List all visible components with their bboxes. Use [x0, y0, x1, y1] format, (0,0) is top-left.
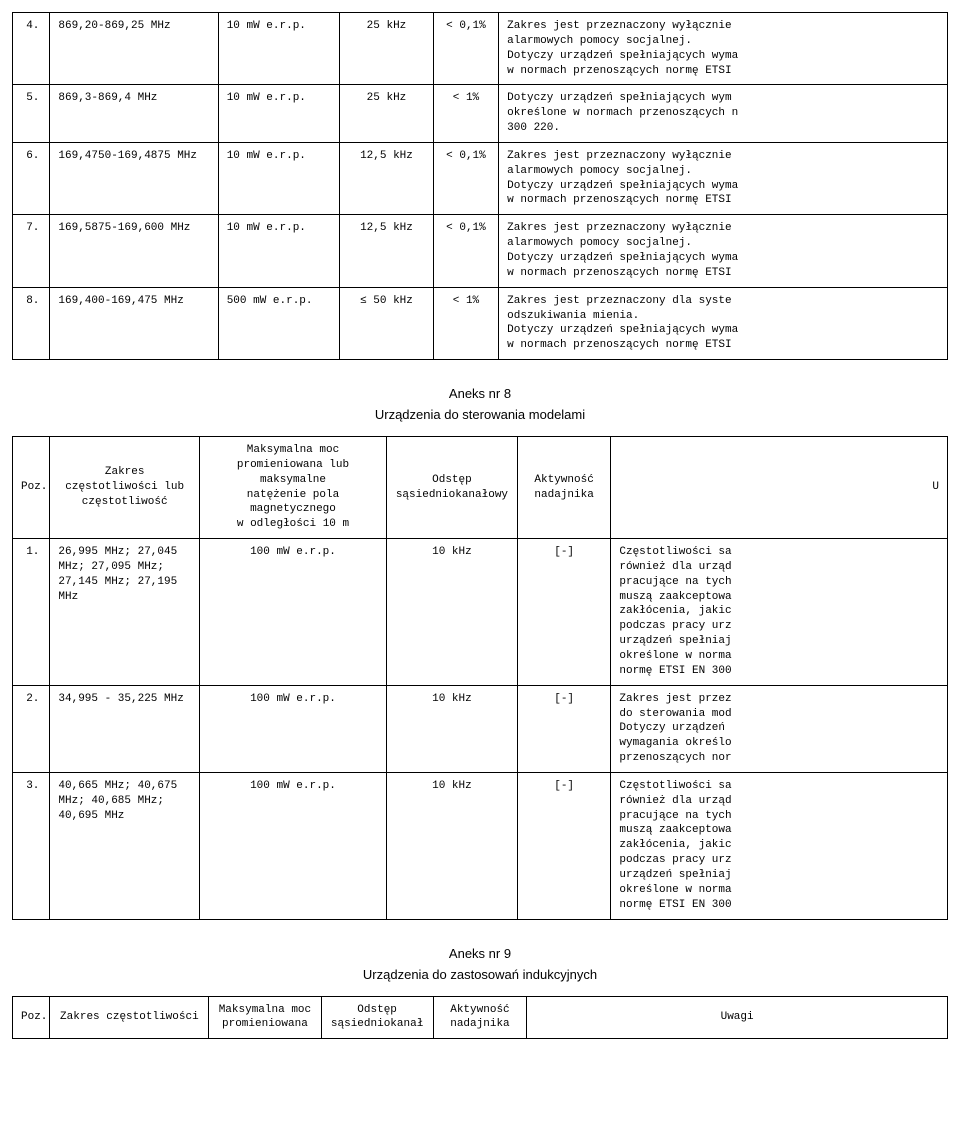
- cell: 100 mW e.r.p.: [199, 685, 386, 772]
- table-row: 2.34,995 - 35,225 MHz100 mW e.r.p.10 kHz…: [13, 685, 948, 772]
- cell: [-]: [517, 685, 611, 772]
- cell: 3.: [13, 772, 50, 919]
- cell: 2.: [13, 685, 50, 772]
- hdr-freq: Zakresczęstotliwości lubczęstotliwość: [50, 437, 200, 539]
- cell: 10 kHz: [386, 539, 517, 686]
- cell: Zakres jest przeznaczony wyłączniealarmo…: [499, 13, 948, 85]
- cell: 10 kHz: [386, 685, 517, 772]
- table-row: 7.169,5875-169,600 MHz10 mW e.r.p.12,5 k…: [13, 215, 948, 287]
- cell: 10 mW e.r.p.: [218, 85, 340, 143]
- cell: 1.: [13, 539, 50, 686]
- cell: 25 kHz: [340, 13, 434, 85]
- hdr-freq: Zakres częstotliwości: [50, 996, 209, 1039]
- hdr-poz: Poz.: [13, 996, 50, 1039]
- cell: < 0,1%: [433, 215, 498, 287]
- cell: [-]: [517, 539, 611, 686]
- cell: 8.: [13, 287, 50, 359]
- cell: Częstotliwości sarównież dla urządpracuj…: [611, 539, 948, 686]
- hdr-note: Uwagi: [527, 996, 948, 1039]
- hdr-pwr: Maksymalna mocpromieniowana: [209, 996, 321, 1039]
- cell: < 0,1%: [433, 142, 498, 214]
- cell: 25 kHz: [340, 85, 434, 143]
- cell: Zakres jest przezdo sterowania modDotycz…: [611, 685, 948, 772]
- annex-8-subtitle: Urządzenia do sterowania modelami: [12, 407, 948, 422]
- cell: Zakres jest przeznaczony dla systeodszuk…: [499, 287, 948, 359]
- hdr-spc: Odstępsąsiedniokanałowy: [386, 437, 517, 539]
- hdr-pwr: Maksymalna mocpromieniowana lub maksymal…: [199, 437, 386, 539]
- cell: 5.: [13, 85, 50, 143]
- table-row: 5.869,3-869,4 MHz10 mW e.r.p.25 kHz< 1%D…: [13, 85, 948, 143]
- table-row: 6.169,4750-169,4875 MHz10 mW e.r.p.12,5 …: [13, 142, 948, 214]
- cell: < 1%: [433, 287, 498, 359]
- cell: 34,995 - 35,225 MHz: [50, 685, 200, 772]
- annex-9-subtitle: Urządzenia do zastosowań indukcyjnych: [12, 967, 948, 982]
- table-annex-9: Poz. Zakres częstotliwości Maksymalna mo…: [12, 996, 948, 1040]
- cell: [-]: [517, 772, 611, 919]
- cell: 10 kHz: [386, 772, 517, 919]
- cell: 40,665 MHz; 40,675MHz; 40,685 MHz;40,695…: [50, 772, 200, 919]
- cell: Zakres jest przeznaczony wyłączniealarmo…: [499, 142, 948, 214]
- cell: 10 mW e.r.p.: [218, 13, 340, 85]
- hdr-note: U: [611, 437, 948, 539]
- cell: < 0,1%: [433, 13, 498, 85]
- table-header-row: Poz. Zakres częstotliwości Maksymalna mo…: [13, 996, 948, 1039]
- cell: 100 mW e.r.p.: [199, 772, 386, 919]
- cell: 7.: [13, 215, 50, 287]
- annex-8-title: Aneks nr 8: [12, 386, 948, 401]
- cell: 169,400-169,475 MHz: [50, 287, 218, 359]
- cell: Zakres jest przeznaczony wyłączniealarmo…: [499, 215, 948, 287]
- hdr-spc: Odstępsąsiedniokanał: [321, 996, 433, 1039]
- table-annex-8: Poz. Zakresczęstotliwości lubczęstotliwo…: [12, 436, 948, 919]
- cell: ≤ 50 kHz: [340, 287, 434, 359]
- cell: Częstotliwości sarównież dla urządpracuj…: [611, 772, 948, 919]
- cell: 26,995 MHz; 27,045MHz; 27,095 MHz;27,145…: [50, 539, 200, 686]
- cell: 869,20-869,25 MHz: [50, 13, 218, 85]
- table-row: 4.869,20-869,25 MHz10 mW e.r.p.25 kHz< 0…: [13, 13, 948, 85]
- table-header-row: Poz. Zakresczęstotliwości lubczęstotliwo…: [13, 437, 948, 539]
- cell: 12,5 kHz: [340, 142, 434, 214]
- cell: 169,5875-169,600 MHz: [50, 215, 218, 287]
- cell: Dotyczy urządzeń spełniających wymokreśl…: [499, 85, 948, 143]
- hdr-poz: Poz.: [13, 437, 50, 539]
- cell: 169,4750-169,4875 MHz: [50, 142, 218, 214]
- hdr-act: Aktywnośćnadajnika: [517, 437, 611, 539]
- cell: 12,5 kHz: [340, 215, 434, 287]
- cell: 500 mW e.r.p.: [218, 287, 340, 359]
- table-row: 3.40,665 MHz; 40,675MHz; 40,685 MHz;40,6…: [13, 772, 948, 919]
- table-rows-continuation: 4.869,20-869,25 MHz10 mW e.r.p.25 kHz< 0…: [12, 12, 948, 360]
- cell: 4.: [13, 13, 50, 85]
- annex-9-title: Aneks nr 9: [12, 946, 948, 961]
- table-row: 1.26,995 MHz; 27,045MHz; 27,095 MHz;27,1…: [13, 539, 948, 686]
- cell: 869,3-869,4 MHz: [50, 85, 218, 143]
- cell: 10 mW e.r.p.: [218, 142, 340, 214]
- cell: 10 mW e.r.p.: [218, 215, 340, 287]
- cell: < 1%: [433, 85, 498, 143]
- cell: 6.: [13, 142, 50, 214]
- cell: 100 mW e.r.p.: [199, 539, 386, 686]
- hdr-act: Aktywnośćnadajnika: [433, 996, 527, 1039]
- table-row: 8.169,400-169,475 MHz500 mW e.r.p.≤ 50 k…: [13, 287, 948, 359]
